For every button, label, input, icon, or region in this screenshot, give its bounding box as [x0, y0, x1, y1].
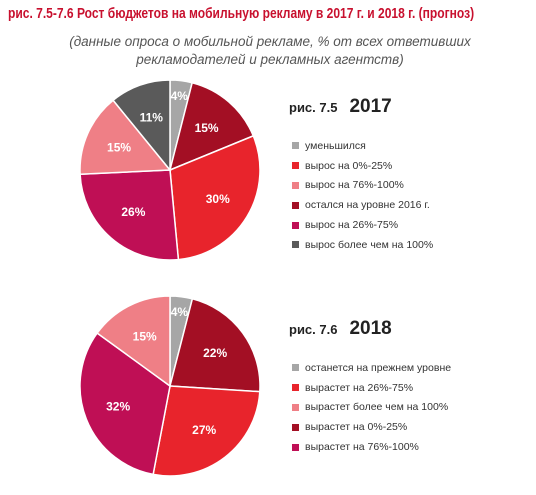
pie-slice-3 — [79, 169, 180, 261]
chart-title: 2018 — [349, 318, 392, 339]
legend-swatch — [292, 384, 299, 392]
pie-slice-4 — [79, 99, 172, 175]
legend-item: вырос на 0%-25% — [292, 156, 433, 176]
legend-swatch — [292, 423, 299, 431]
legend-swatch — [292, 162, 299, 170]
pie-slice-3 — [79, 332, 171, 476]
legend-label: вырастет на 76%-100% — [305, 441, 419, 454]
legend-item: вырос на 26%-75% — [292, 215, 433, 235]
slice-label-2: 30% — [206, 192, 230, 206]
legend-label: уменьшился — [305, 139, 366, 152]
pie-slice-5 — [112, 79, 171, 173]
slice-label-3: 32% — [106, 400, 130, 414]
legend-label: вырос более чем на 100% — [305, 238, 434, 251]
page-title: рис. 7.5-7.6 Рост бюджетов на мобильную … — [8, 6, 475, 22]
legend-label: останется на прежнем уровне — [305, 361, 452, 374]
legend-swatch — [292, 403, 299, 411]
legend-item: уменьшился — [292, 136, 433, 156]
pie-slice-2 — [169, 134, 261, 261]
legend-label: остался на уровне 2016 г. — [305, 199, 430, 212]
legend-label: вырастет на 26%-75% — [305, 381, 414, 394]
slice-label-4: 15% — [107, 140, 131, 154]
legend-2018: останется на прежнем уровне вырастет на 2… — [292, 358, 451, 457]
legend-label: вырастет более чем на 100% — [305, 401, 449, 414]
legend-label: вырос на 76%-100% — [305, 179, 404, 192]
pie-slice-1 — [169, 297, 261, 393]
legend-item: останется на прежнем уровне — [292, 358, 451, 378]
legend-item: остался на уровне 2016 г. — [292, 195, 433, 215]
legend-item: вырастет более чем на 100% — [292, 398, 451, 418]
pie-slice-2 — [152, 385, 261, 477]
chart-heading-2017: рис. 7.5 2017 — [289, 96, 392, 118]
legend-swatch — [292, 241, 299, 249]
legend-label: вырос на 26%-75% — [305, 219, 399, 232]
legend-swatch — [292, 181, 299, 189]
figure-number: рис. 7.6 — [289, 322, 338, 337]
legend-2017: уменьшился вырос на 0%-25% вырос на 76%-10… — [292, 136, 433, 255]
legend-swatch — [292, 443, 299, 451]
legend-swatch — [292, 221, 299, 229]
legend-item: вырастет на 76%-100% — [292, 437, 451, 457]
legend-item: вырастет на 0%-25% — [292, 417, 451, 437]
slice-label-1: 15% — [195, 121, 219, 135]
slice-label-1: 22% — [203, 346, 227, 360]
legend-swatch — [292, 201, 299, 209]
legend-label: вырастет на 0%-25% — [305, 421, 408, 434]
pie-slice-1 — [168, 81, 255, 172]
legend-item: вырос на 76%-100% — [292, 176, 433, 196]
subtitle-line-2: рекламодателей и рекламных агентств) — [136, 52, 404, 67]
legend-item: вырос более чем на 100% — [292, 235, 433, 255]
pie-slice-4 — [96, 295, 171, 388]
page-subtitle: (данные опроса о мобильной рекламе, % от… — [30, 33, 510, 69]
slice-label-3: 26% — [121, 205, 145, 219]
legend-swatch — [292, 142, 299, 150]
slice-label-0: 4% — [171, 305, 189, 319]
slice-label-0: 4% — [171, 89, 189, 103]
pie-chart-2018: 4% 22% 27% 32% 15% — [79, 295, 261, 477]
chart-heading-2018: рис. 7.6 2018 — [289, 318, 392, 340]
legend-label: вырос на 0%-25% — [305, 159, 393, 172]
slice-label-5: 11% — [140, 110, 164, 124]
subtitle-line-1: (данные опроса о мобильной рекламе, % от… — [69, 34, 471, 49]
pie-chart-2017: 4% 15% 30% 26% 15% 11% — [79, 79, 261, 261]
chart-title: 2017 — [349, 96, 392, 117]
legend-item: вырастет на 26%-75% — [292, 378, 451, 398]
legend-swatch — [292, 364, 299, 372]
figure-number: рис. 7.5 — [289, 100, 338, 115]
slice-label-4: 15% — [133, 329, 157, 343]
slice-label-2: 27% — [192, 423, 216, 437]
